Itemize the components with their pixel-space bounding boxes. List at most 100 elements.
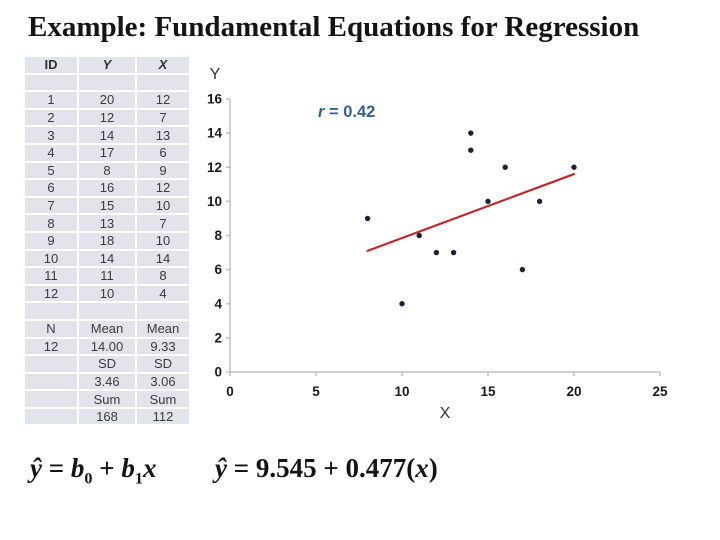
table-cell: 15 — [79, 197, 135, 214]
table-cell: 10 — [137, 197, 189, 214]
table-cell: 9 — [25, 232, 77, 249]
table-header-cell: ID — [25, 57, 77, 73]
trend-line — [366, 172, 576, 252]
slide-title: Example: Fundamental Equations for Regre… — [28, 11, 640, 43]
x-variable: x — [415, 453, 429, 483]
data-point — [468, 130, 474, 136]
y-axis-title: Y — [210, 66, 221, 83]
table-cell: 12 — [25, 285, 77, 302]
table-cell: 11 — [79, 268, 135, 284]
x-tick-label: 5 — [312, 384, 320, 399]
table-cell — [25, 373, 77, 390]
data-point — [416, 232, 422, 239]
table-cell: 5 — [25, 162, 77, 179]
table-cell: SD — [137, 356, 189, 372]
table-cell: 12 — [25, 338, 77, 355]
b1-subscript: 1 — [134, 469, 143, 488]
table-cell: 11 — [25, 268, 77, 284]
table-cell: 16 — [79, 180, 135, 196]
table-cell: 13 — [79, 215, 135, 231]
table-header-cell: Y — [79, 57, 135, 73]
b0-subscript: 0 — [84, 469, 93, 488]
table-cell: 10 — [137, 232, 189, 249]
x-tick-label: 15 — [480, 384, 496, 399]
table-cell: 18 — [79, 232, 135, 249]
y-tick-label: 12 — [207, 160, 222, 175]
table-cell — [25, 74, 77, 91]
table-cell: 7 — [137, 109, 189, 126]
data-point — [519, 266, 526, 273]
table-cell: 10 — [25, 250, 77, 267]
table-cell: 14.00 — [79, 338, 135, 355]
correlation-annotation: r = 0.42 — [318, 103, 375, 121]
yhat-symbol: ŷ — [215, 453, 227, 483]
table-cell: 1 — [25, 92, 77, 108]
table-cell: 14 — [79, 127, 135, 143]
regression-formula-fitted: ŷ = 9.545 + 0.477(x) — [215, 453, 438, 484]
table-cell: 112 — [137, 408, 189, 425]
data-point — [364, 215, 371, 222]
table-cell: 8 — [25, 215, 77, 231]
table-cell — [137, 303, 189, 319]
y-tick-label: 8 — [214, 228, 222, 243]
data-table: ID Y X 1 20 12 2 12 7 3 14 13 4 17 6 5 8 9 6 16 12 7 15 10 8 13 7 9… — [25, 57, 189, 425]
plus-sign: + — [92, 453, 122, 483]
table-cell: 12 — [137, 180, 189, 196]
fitted-values: 9.545 + 0.477( — [255, 453, 416, 483]
yhat-symbol: ŷ — [30, 453, 42, 483]
x-axis-title: X — [440, 405, 451, 422]
data-point — [450, 249, 457, 256]
table-cell: 17 — [79, 144, 135, 161]
table-cell: 3.06 — [137, 373, 189, 390]
regression-formula-general: ŷ = b0 + b1x — [30, 453, 156, 488]
table-cell: 6 — [25, 180, 77, 196]
table-cell — [25, 391, 77, 407]
y-tick-label: 10 — [207, 194, 222, 209]
x-tick-label: 20 — [566, 384, 581, 399]
data-point — [502, 164, 508, 170]
table-cell: Mean — [79, 320, 135, 337]
data-point — [571, 164, 577, 170]
table-cell — [25, 356, 77, 372]
x-tick-label: 0 — [226, 384, 234, 399]
data-point — [536, 198, 543, 205]
table-cell: 4 — [137, 285, 189, 302]
x-variable: x — [142, 453, 157, 483]
equals-sign: = — [226, 453, 256, 483]
b0-coefficient: b — [70, 453, 85, 483]
table-cell: 13 — [137, 127, 189, 143]
y-tick-label: 6 — [214, 262, 222, 277]
scatter-chart: 0 5 10 15 20 25 0 2 4 6 8 10 12 14 16 Y Xr = 0.42 — [207, 66, 668, 422]
y-tick-label: 14 — [207, 126, 223, 141]
table-cell: 2 — [25, 109, 77, 126]
table-cell: 8 — [137, 268, 189, 284]
table-cell: 7 — [25, 197, 77, 214]
b1-coefficient: b — [121, 453, 135, 483]
table-cell — [25, 408, 77, 425]
equals-sign: = — [41, 453, 71, 483]
x-tick-label: 25 — [652, 384, 668, 399]
table-cell — [79, 303, 135, 319]
table-cell: 7 — [137, 215, 189, 231]
table-cell: SD — [79, 356, 135, 372]
data-point — [399, 301, 405, 307]
table-cell: 3 — [25, 127, 77, 143]
table-cell — [79, 74, 135, 91]
table-cell: 12 — [137, 92, 189, 108]
data-point — [485, 198, 491, 205]
y-tick-label: 0 — [214, 365, 222, 380]
table-cell: 4 — [25, 144, 77, 161]
table-cell: 8 — [79, 162, 135, 179]
table-cell: 14 — [79, 250, 135, 267]
table-cell: Sum — [137, 391, 189, 407]
table-cell: 9.33 — [137, 338, 189, 355]
y-tick-label: 4 — [214, 296, 222, 311]
y-tick-label: 2 — [214, 330, 222, 345]
table-cell: Mean — [137, 320, 189, 337]
table-cell: 12 — [79, 109, 135, 126]
table-cell: N — [25, 320, 77, 337]
close-paren: ) — [428, 453, 438, 483]
table-cell: 6 — [137, 144, 189, 161]
table-cell: 10 — [79, 285, 135, 302]
